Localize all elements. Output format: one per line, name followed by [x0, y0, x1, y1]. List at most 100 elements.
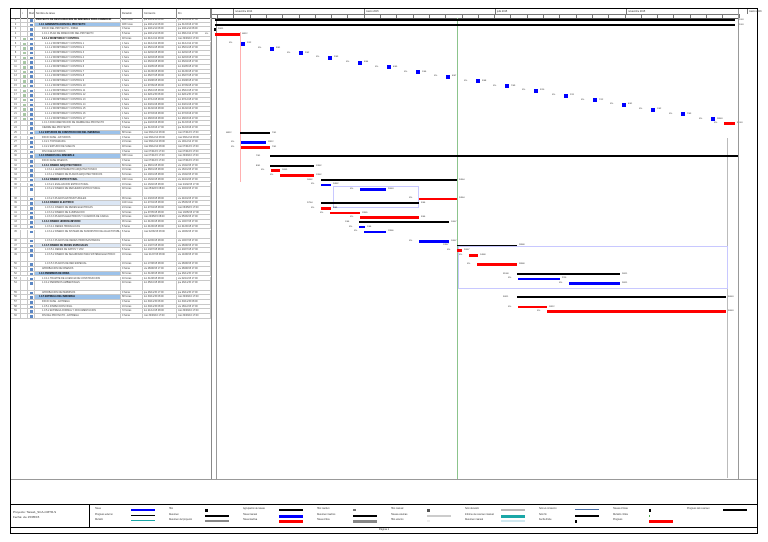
- row-start[interactable]: jue 07/05/15 08:00: [143, 210, 177, 215]
- row-finish[interactable]: mié 07/01/15 17:00: [177, 130, 211, 135]
- row-finish[interactable]: lun 05/10/15 17:00: [177, 88, 211, 93]
- row-task-mode[interactable]: [28, 140, 35, 144]
- row-task-name[interactable]: 1.0.3 DISEÑOS DEL INMUEBLE: [35, 154, 121, 158]
- row-indicator[interactable]: [21, 196, 28, 201]
- milestone-date-label[interactable]: 1/12: [247, 42, 252, 45]
- row-finish[interactable]: mié 30/03/16 17:00: [177, 154, 211, 158]
- row-indicator[interactable]: [21, 97, 28, 102]
- row-task-mode[interactable]: [28, 248, 35, 252]
- row-task-name[interactable]: CIERRE DEL PROYECTO: [35, 126, 121, 130]
- row-task-mode[interactable]: [28, 112, 35, 116]
- row-task-mode[interactable]: [28, 149, 35, 154]
- row-duration[interactable]: 1 hora: [121, 116, 143, 121]
- row-task-name[interactable]: 1.0.1.3 DOCUMENTACIÓN DE CIERRE DEL PROY…: [35, 121, 121, 126]
- header-id[interactable]: [11, 9, 21, 18]
- row-finish[interactable]: vie 05/06/15 17:00: [177, 215, 211, 220]
- table-row[interactable]: 45 1.0.3.4.2 DISEÑO DE SISTEMA DE SUMINIS…: [11, 229, 211, 239]
- row-id[interactable]: 32: [11, 163, 21, 168]
- summary-bar[interactable]: [270, 164, 314, 167]
- row-duration[interactable]: 40 horas: [121, 276, 143, 281]
- row-finish[interactable]: lun 01/06/15 17:00: [177, 69, 211, 74]
- milestone-diamond[interactable]: [416, 70, 420, 75]
- row-finish[interactable]: mié 07/01/15 17:00: [177, 144, 211, 149]
- table-row[interactable]: 38 1.0.3.2.3 PLANOS ESTRUCTURALES 96 horas…: [11, 196, 211, 202]
- row-task-name[interactable]: 1.1.1.2 MONITOREO Y CONTROL 1: [35, 41, 121, 46]
- row-task-mode[interactable]: [28, 267, 35, 271]
- critical-task-bar[interactable]: [469, 254, 478, 257]
- row-id[interactable]: 52: [11, 271, 21, 276]
- row-duration[interactable]: 1 hora: [121, 83, 143, 88]
- row-id[interactable]: 31: [11, 159, 21, 163]
- row-indicator[interactable]: [21, 168, 28, 173]
- row-id[interactable]: 56: [11, 295, 21, 299]
- row-indicator[interactable]: [21, 314, 28, 318]
- table-row[interactable]: 46 1.0.3.4.3 PLANOS DE REDES HIDROSANITAR…: [11, 238, 211, 244]
- row-task-mode[interactable]: [28, 271, 35, 276]
- milestone-label[interactable]: 20/11: [218, 28, 224, 31]
- table-row[interactable]: 39 1.0.3.3 DISEÑO ELÉCTRICO 104 horas lun 2…: [11, 201, 211, 206]
- row-duration[interactable]: 0 horas: [121, 159, 143, 163]
- row-task-mode[interactable]: [28, 50, 35, 55]
- row-id[interactable]: 9: [11, 55, 21, 60]
- row-start[interactable]: lun 02/11/15 08:00: [143, 93, 177, 97]
- row-duration[interactable]: 1 hora: [121, 102, 143, 107]
- row-id[interactable]: 51: [11, 267, 21, 271]
- row-task-mode[interactable]: [28, 290, 35, 295]
- row-duration[interactable]: 8 horas: [121, 248, 143, 252]
- row-id[interactable]: 44: [11, 224, 21, 229]
- row-id[interactable]: 36: [11, 182, 21, 187]
- table-row[interactable]: 51 APROBACIÓN DE DISEÑOS 0 horas vie 28/08/…: [11, 267, 211, 272]
- row-task-name[interactable]: 1.0.3.4.1 REDES HIDRÁULICAS: [35, 224, 121, 229]
- summary-bar[interactable]: [215, 24, 735, 27]
- milestone-diamond[interactable]: [681, 112, 685, 117]
- row-duration[interactable]: 104 horas: [121, 201, 143, 205]
- row-indicator[interactable]: [21, 93, 28, 97]
- row-task-name[interactable]: 1.0.1 ADMINISTRACIÓN DEL PROYECTO: [35, 22, 121, 27]
- milestone-diamond[interactable]: [651, 107, 655, 112]
- row-task-name[interactable]: 1.1.1.2 MONITOREO Y CONTROL 3: [35, 50, 121, 55]
- row-id[interactable]: 7: [11, 46, 21, 50]
- table-row[interactable]: 16 1.1.1.2 MONITOREO Y CONTROL 11 1 hora lu…: [11, 88, 211, 94]
- table-row[interactable]: 30 1.0.3 DISEÑOS DEL INMUEBLE 336 horas mié…: [11, 154, 211, 159]
- row-task-name[interactable]: 1.0.3.1.1 LEVANTAMIENTO ARQUITECTÓNICO: [35, 168, 121, 173]
- milestone-date-label[interactable]: 3/08: [482, 79, 487, 82]
- task-bar[interactable]: [364, 230, 386, 234]
- table-row[interactable]: 36 1.0.3.2.1 EVALUACIÓN ESTRUCTURAL 16 hor…: [11, 182, 211, 188]
- header-mode[interactable]: Modo de tarea: [28, 9, 35, 18]
- row-duration[interactable]: 483 horas: [121, 22, 143, 27]
- row-start[interactable]: lun 05/01/15 08:00: [143, 46, 177, 50]
- row-task-name[interactable]: 1.0.3.3.2 DISEÑO DE ILUMINACIÓN: [35, 210, 121, 215]
- row-start[interactable]: lun 04/05/15 08:00: [143, 65, 177, 69]
- row-id[interactable]: 23: [11, 121, 21, 126]
- milestone-diamond[interactable]: [299, 51, 303, 56]
- row-finish[interactable]: lun 04/05/15 17:00: [177, 65, 211, 69]
- task-bar[interactable]: [419, 239, 449, 243]
- row-task-mode[interactable]: [28, 295, 35, 299]
- row-duration[interactable]: 1 hora: [121, 107, 143, 111]
- row-indicator[interactable]: [21, 102, 28, 107]
- row-start[interactable]: mié 07/01/15 17:00: [143, 159, 177, 163]
- row-indicator[interactable]: [21, 112, 28, 116]
- row-start[interactable]: mar 08/12/14 08:00: [143, 130, 177, 135]
- row-duration[interactable]: 1 hora: [121, 65, 143, 69]
- row-task-mode[interactable]: [28, 32, 35, 36]
- row-duration[interactable]: 483 horas: [121, 18, 143, 22]
- row-indicator[interactable]: [21, 276, 28, 281]
- row-finish[interactable]: mié 30/03/16 17:00: [177, 36, 211, 41]
- row-start[interactable]: lun 06/04/15 08:00: [143, 60, 177, 64]
- table-row[interactable]: 56 1.0.5 ENTREGA DEL INMUEBLE 88 horas lun …: [11, 295, 211, 300]
- task-bar[interactable]: [569, 282, 620, 285]
- table-row[interactable]: 52 1.0.4 PERMISOS DE OBRA 80 horas lun 31/0…: [11, 271, 211, 277]
- row-start[interactable]: lun 27/04/15 08:00: [143, 206, 177, 210]
- row-start[interactable]: lun 19/01/15 08:00: [143, 173, 177, 177]
- table-row[interactable]: 20 1.1.1.2 MONITOREO Y CONTROL 15 1 hora lu…: [11, 107, 211, 112]
- row-task-name[interactable]: 1.1.1.2 MONITOREO Y CONTROL 11: [35, 88, 121, 93]
- row-task-name[interactable]: INICIO FASE DISEÑOS: [35, 159, 121, 163]
- row-duration[interactable]: 48 horas: [121, 215, 143, 220]
- row-task-name[interactable]: 1.0.3.2.2 DISEÑO DE REFUERZO ESTRUCTURAL: [35, 187, 121, 196]
- row-finish[interactable]: vie 19/12/14 17:00: [177, 140, 211, 144]
